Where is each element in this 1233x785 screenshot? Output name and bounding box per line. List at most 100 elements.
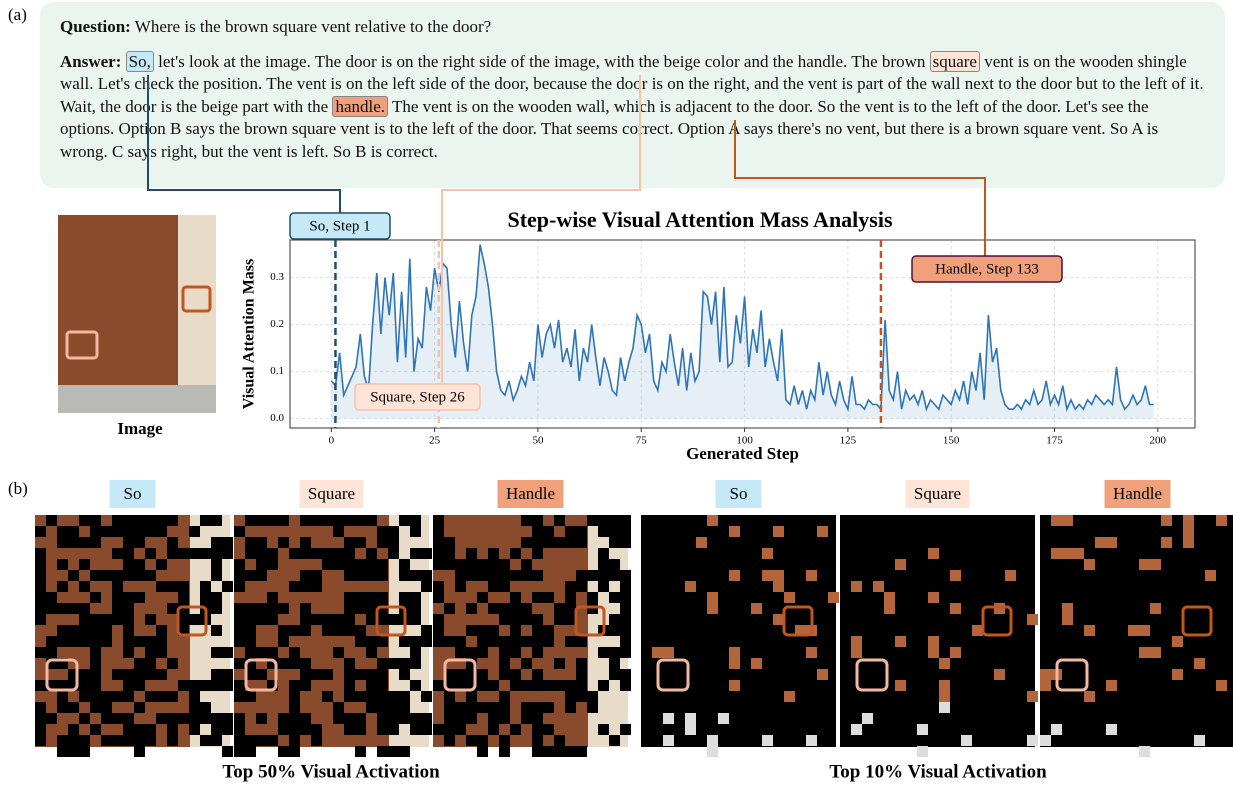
mask-cell <box>200 548 211 559</box>
active-cell <box>795 625 806 636</box>
mask-cell <box>289 746 300 757</box>
mask-cell <box>377 702 388 713</box>
active-cell <box>1150 647 1161 658</box>
mask-cell <box>598 647 609 658</box>
mask-cell <box>234 680 245 691</box>
mask-cell <box>333 559 344 570</box>
mask-cell <box>211 647 222 658</box>
mask-cell <box>79 537 90 548</box>
mask-cell <box>598 559 609 570</box>
mask-cell <box>300 625 311 636</box>
mask-cell <box>444 702 455 713</box>
mask-cell <box>112 713 123 724</box>
active-cell <box>1205 570 1216 581</box>
mask-cell <box>433 724 444 735</box>
mask-cell <box>90 647 101 658</box>
mask-cell <box>256 669 267 680</box>
mask-cell <box>245 570 256 581</box>
mask-cell <box>510 548 521 559</box>
active-cell <box>707 735 718 746</box>
mask-cell <box>311 581 322 592</box>
mask-cell <box>543 625 554 636</box>
mask-cell <box>565 746 576 757</box>
mask-cell <box>488 724 499 735</box>
active-cell <box>751 603 762 614</box>
mask-cell <box>499 614 510 625</box>
mask-cell <box>521 537 532 548</box>
mask-cell <box>289 658 300 669</box>
active-cell <box>884 603 895 614</box>
mask-cell <box>576 636 587 647</box>
mask-cell <box>344 691 355 702</box>
mask-cell <box>344 680 355 691</box>
mask-cell <box>68 735 79 746</box>
mask-cell <box>267 614 278 625</box>
mask-cell <box>123 680 134 691</box>
mask-cell <box>565 691 576 702</box>
token-label: Square <box>308 484 355 503</box>
mask-cell <box>410 713 421 724</box>
mask-cell <box>156 713 167 724</box>
mask-cell <box>344 724 355 735</box>
answer-prefix: Answer: <box>60 52 121 71</box>
mask-cell <box>587 570 598 581</box>
mask-cell <box>200 592 211 603</box>
mask-cell <box>366 603 377 614</box>
active-cell <box>1161 515 1172 526</box>
mask-cell <box>532 548 543 559</box>
mask-cell <box>234 559 245 570</box>
mask-cell <box>399 702 410 713</box>
mask-cell <box>366 647 377 658</box>
active-cell <box>895 636 906 647</box>
mask-cell <box>499 647 510 658</box>
mask-cell <box>267 680 278 691</box>
mask-cell <box>189 691 200 702</box>
mask-cell <box>134 746 145 757</box>
mask-cell <box>532 614 543 625</box>
mask-cell <box>222 647 233 658</box>
mask-cell <box>433 548 444 559</box>
mask-cell <box>79 636 90 647</box>
mask-cell <box>79 691 90 702</box>
mask-cell <box>300 680 311 691</box>
handle-box <box>1183 607 1211 635</box>
mask-cell <box>123 559 134 570</box>
mask-cell <box>377 691 388 702</box>
token-highlight: square <box>930 51 980 72</box>
mask-cell <box>455 713 466 724</box>
active-cell <box>762 735 773 746</box>
mask-cell <box>90 669 101 680</box>
active-cell <box>1150 559 1161 570</box>
mask-cell <box>466 647 477 658</box>
active-cell <box>1073 548 1084 559</box>
y-axis-label: Visual Attention Mass <box>241 259 258 410</box>
question-prefix: Question: <box>60 17 131 36</box>
mask-cell <box>521 559 532 570</box>
mask-cell <box>521 515 532 526</box>
mask-cell <box>134 537 145 548</box>
mask-cell <box>289 581 300 592</box>
mask-cell <box>355 746 366 757</box>
mask-cell <box>123 526 134 537</box>
mask-cell <box>532 537 543 548</box>
mask-cell <box>543 680 554 691</box>
mask-cell <box>156 669 167 680</box>
mask-cell <box>444 724 455 735</box>
mask-cell <box>466 570 477 581</box>
y-tick-label: 0.3 <box>270 271 284 283</box>
mask-cell <box>267 515 278 526</box>
handle-box <box>983 607 1011 635</box>
mask-cell <box>543 537 554 548</box>
mask-cell <box>123 570 134 581</box>
vent-box <box>246 660 276 690</box>
x-tick-label: 0 <box>329 435 335 447</box>
mask-cell <box>167 691 178 702</box>
active-cell <box>1051 515 1062 526</box>
mask-cell <box>333 713 344 724</box>
mask-cell <box>322 691 333 702</box>
mask-cell <box>211 625 222 636</box>
mask-cell <box>79 746 90 757</box>
mask-cell <box>477 669 488 680</box>
mask-cell <box>620 603 631 614</box>
mask-cell <box>145 614 156 625</box>
